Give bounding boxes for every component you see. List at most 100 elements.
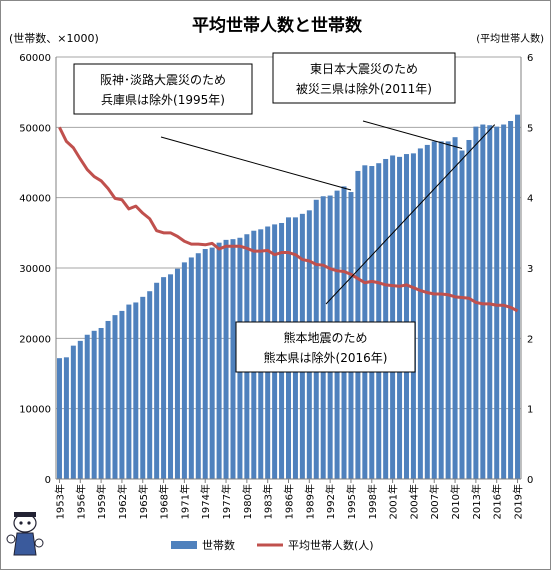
- x-tick-label: 1959年: [95, 484, 108, 519]
- annotation-2011-line1: 東日本大震災のため: [310, 62, 418, 76]
- x-tick-label: 1977年: [220, 484, 233, 519]
- bar: [230, 239, 236, 479]
- axes: [55, 57, 522, 483]
- x-tick-label: 2010年: [449, 484, 462, 519]
- bar: [188, 257, 194, 479]
- bar: [84, 334, 90, 479]
- right-tick-label: 0: [527, 475, 533, 486]
- annotation-1995-line1: 阪神･淡路大震災のため: [100, 72, 226, 87]
- x-tick-label: 1965年: [137, 484, 150, 519]
- bar: [174, 268, 180, 479]
- tick-labels: 0 10000 20000 30000 40000 50000 60000 0 1 2 3 4 5 6 19…: [19, 53, 533, 519]
- x-tick-label: 2001年: [387, 484, 400, 519]
- bar: [91, 330, 97, 479]
- right-tick-label: 5: [527, 123, 533, 134]
- bar: [445, 141, 451, 479]
- left-tick-label: 60000: [19, 53, 51, 64]
- x-tick-label: 1956年: [74, 484, 87, 519]
- bar: [126, 304, 132, 479]
- bar: [410, 153, 416, 480]
- bar: [202, 249, 208, 479]
- bar: [515, 114, 521, 480]
- right-tick-label: 2: [527, 334, 533, 345]
- bar: [397, 156, 403, 479]
- annotation-2011-box: [272, 52, 456, 104]
- annotation-leader-2011: [362, 120, 463, 150]
- bar: [140, 296, 146, 479]
- bar: [70, 345, 76, 479]
- left-tick-label: 30000: [19, 264, 51, 275]
- left-tick-label: 50000: [19, 123, 51, 134]
- bar: [181, 262, 187, 479]
- x-tick-label: 1983年: [262, 484, 275, 519]
- x-tick-label: 1998年: [366, 484, 379, 519]
- right-tick-label: 1: [527, 405, 533, 416]
- bar: [466, 139, 472, 480]
- annotation-2016-line1: 熊本地震のため: [283, 330, 367, 345]
- bar: [119, 310, 125, 479]
- mascot-illustration: [6, 512, 44, 556]
- bar: [480, 124, 486, 480]
- bar: [508, 121, 514, 479]
- annotation-1995-box: [73, 63, 253, 115]
- left-tick-label: 0: [45, 475, 51, 486]
- chart-title: 平均世帯人数と世帯数: [192, 15, 363, 36]
- right-tick-label: 3: [527, 264, 533, 275]
- left-axis-label: (世帯数、×1000): [9, 32, 99, 45]
- right-tick-label: 4: [527, 194, 533, 205]
- bar: [133, 302, 139, 479]
- bar: [147, 291, 153, 479]
- x-tick-label: 1953年: [53, 484, 66, 519]
- x-tick-label: 1971年: [178, 484, 191, 519]
- bar: [438, 141, 444, 479]
- bar: [403, 154, 409, 479]
- bar: [452, 137, 458, 479]
- left-tick-label: 10000: [19, 405, 51, 416]
- x-tick-label: 2007年: [428, 484, 441, 519]
- x-tick-label: 1986年: [283, 484, 296, 519]
- bar: [154, 282, 160, 479]
- x-tick-label: 2004年: [407, 484, 420, 519]
- bar: [161, 277, 167, 479]
- legend-bar-label: 世帯数: [202, 539, 235, 552]
- bar: [390, 155, 396, 479]
- bar: [216, 242, 222, 479]
- annotation-1995-line2: 兵庫県は除外(1995年): [101, 92, 225, 107]
- bar: [383, 158, 389, 480]
- bar: [501, 124, 507, 480]
- x-tick-label: 1980年: [241, 484, 254, 519]
- bar: [376, 163, 382, 479]
- bar: [431, 141, 437, 479]
- right-tick-label: 6: [527, 53, 533, 64]
- annotation-leader-2016: [325, 124, 496, 305]
- avg-household-line: [58, 126, 519, 313]
- legend-bar-swatch: [171, 541, 197, 549]
- bar: [105, 320, 111, 479]
- bar: [424, 144, 430, 480]
- x-tick-label: 1974年: [199, 484, 212, 519]
- x-tick-label: 1992年: [324, 484, 337, 519]
- bar: [195, 253, 201, 479]
- bar: [209, 247, 215, 479]
- annotation-2011-line2: 被災三県は除外(2011年): [296, 81, 432, 96]
- bar: [63, 357, 69, 479]
- x-tick-label: 2016年: [491, 484, 504, 519]
- legend-line-label: 平均世帯人数(人): [288, 539, 374, 552]
- bar: [56, 358, 62, 479]
- bar: [417, 148, 423, 479]
- x-tick-label: 2019年: [512, 484, 525, 519]
- annotation-2016-box: [235, 321, 416, 373]
- x-tick-label: 1968年: [158, 484, 171, 519]
- bar: [494, 126, 500, 479]
- x-tick-label: 2013年: [470, 484, 483, 519]
- legend: 世帯数 平均世帯人数(人): [171, 539, 374, 552]
- left-tick-label: 40000: [19, 194, 51, 205]
- x-tick-label: 1962年: [116, 484, 129, 519]
- annotation-leader-1995: [160, 136, 352, 191]
- left-tick-label: 20000: [19, 334, 51, 345]
- bar: [112, 315, 118, 479]
- x-tick-label: 1989年: [303, 484, 316, 519]
